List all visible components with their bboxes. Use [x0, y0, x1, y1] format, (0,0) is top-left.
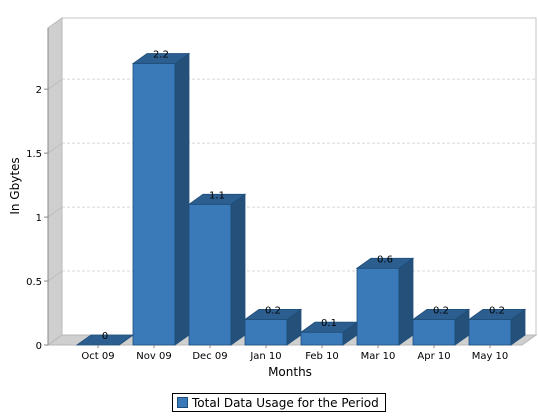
x-tick-label: Apr 10 — [417, 351, 450, 362]
bar-side — [230, 193, 246, 346]
bar-front — [356, 267, 400, 346]
bar — [355, 257, 415, 346]
data-label: 0.1 — [321, 318, 337, 329]
bar-front — [468, 319, 512, 346]
bar-side — [174, 52, 190, 346]
data-label: 0 — [102, 331, 108, 342]
gridlines — [47, 78, 536, 282]
x-tick-label: Dec 09 — [192, 351, 227, 362]
x-axis-ticks: Oct 09 Nov 09 Dec 09 Jan 10 Feb 10 Mar 10 Apr … — [81, 345, 508, 362]
data-label: 1.1 — [209, 190, 225, 201]
x-tick-label: Feb 10 — [305, 351, 339, 362]
x-axis-title: Months — [268, 365, 312, 379]
data-label: 0.2 — [265, 305, 281, 316]
gridline-wall — [47, 270, 63, 282]
gridline-wall — [47, 142, 63, 154]
bar-front — [132, 63, 176, 346]
bar — [131, 52, 191, 346]
x-tick-label: May 10 — [472, 351, 509, 362]
bar-front — [244, 319, 288, 346]
bar — [299, 321, 359, 346]
bar — [411, 308, 471, 346]
chart-walls — [46, 17, 538, 346]
x-tick-label: Nov 09 — [136, 351, 171, 362]
bar-top — [467, 309, 527, 320]
gridline-wall — [47, 78, 63, 90]
gridline-wall — [47, 206, 63, 218]
data-label: 0.6 — [377, 254, 393, 265]
y-axis-ticks: 0 0.5 1 1.5 2 — [26, 28, 49, 352]
y-tick-label: 1 — [36, 213, 42, 224]
x-tick-label: Mar 10 — [361, 351, 396, 362]
bar-top — [131, 53, 191, 64]
x-tick-label: Jan 10 — [249, 351, 281, 362]
bar-front — [188, 203, 232, 346]
bars: 0 2.2 1.1 0.2 0.1 0.6 0.2 0.2 — [75, 50, 527, 346]
data-label: 0.2 — [489, 305, 505, 316]
bar-front — [300, 331, 344, 346]
bar — [187, 193, 247, 346]
bar-side — [398, 257, 414, 346]
left-wall — [47, 17, 63, 346]
y-tick-label: 0 — [36, 341, 42, 352]
legend: Total Data Usage for the Period — [172, 393, 386, 412]
data-label: 0.2 — [433, 305, 449, 316]
legend-swatch — [177, 397, 188, 408]
y-tick-label: 0.5 — [26, 277, 42, 288]
bar-top — [411, 309, 471, 320]
bar-top — [243, 309, 303, 320]
data-label: 2.2 — [153, 50, 169, 61]
bar — [243, 308, 303, 346]
bar-top — [355, 257, 415, 269]
bar-top — [187, 193, 247, 205]
y-axis-title: In Gbytes — [8, 157, 22, 214]
legend-label: Total Data Usage for the Period — [192, 395, 379, 410]
y-tick-label: 1.5 — [26, 149, 42, 160]
bar-front — [412, 319, 456, 346]
x-tick-label: Oct 09 — [81, 351, 114, 362]
y-tick-label: 2 — [36, 85, 42, 96]
